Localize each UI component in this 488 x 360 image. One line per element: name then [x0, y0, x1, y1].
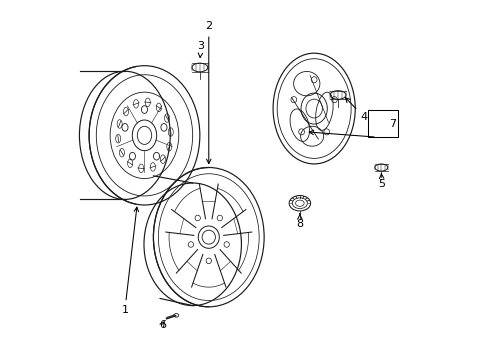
- Text: 6: 6: [159, 320, 165, 330]
- Text: 4: 4: [345, 98, 367, 122]
- Text: 5: 5: [378, 174, 385, 189]
- Text: 8: 8: [296, 214, 303, 229]
- Text: 2: 2: [205, 21, 212, 163]
- Text: 7: 7: [388, 119, 395, 129]
- Text: 1: 1: [121, 207, 138, 315]
- Bar: [367, 111, 397, 137]
- Text: 3: 3: [197, 41, 204, 58]
